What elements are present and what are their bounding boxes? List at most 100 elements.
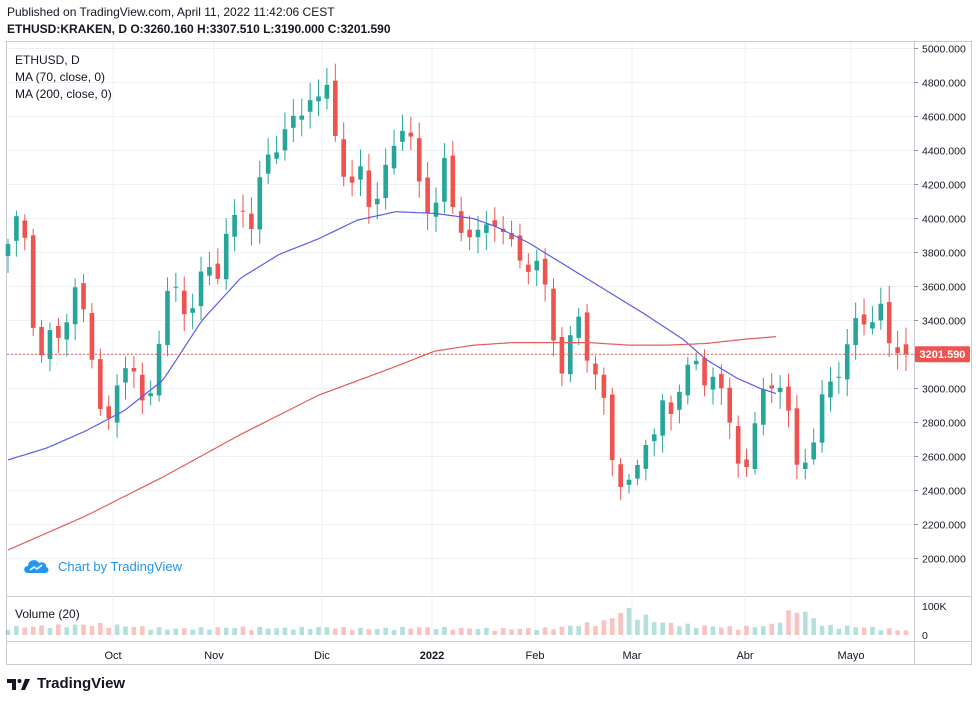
candle-body	[316, 96, 321, 102]
volume-bar	[492, 630, 498, 635]
candle	[383, 148, 388, 210]
volume-bar	[257, 626, 263, 635]
volume-bar	[635, 619, 640, 635]
volume-bar	[223, 627, 229, 635]
volume-bar	[14, 626, 19, 635]
tradingview-watermark[interactable]: Chart by TradingView	[22, 556, 182, 576]
candle-body	[618, 464, 623, 488]
published-header: Published on TradingView.com, April 11, …	[7, 5, 335, 19]
volume-bar	[274, 628, 279, 635]
candle-body	[517, 235, 523, 261]
candle-body	[215, 263, 221, 279]
candle	[30, 228, 36, 336]
volume-bar	[81, 624, 86, 635]
volume-bar	[215, 627, 221, 635]
candle-body	[626, 479, 632, 485]
candle	[526, 253, 531, 285]
candle-body	[903, 344, 909, 355]
volume-bar	[903, 630, 909, 635]
svg-text:3201.590: 3201.590	[920, 349, 966, 361]
candle-body	[240, 210, 246, 212]
volume-bar	[316, 627, 321, 635]
candle-body	[358, 166, 363, 180]
tradingview-logo[interactable]: TradingView	[7, 675, 125, 692]
candle	[685, 356, 691, 405]
candle	[651, 428, 657, 457]
ma70-line	[7, 211, 777, 461]
volume-bar	[777, 622, 783, 635]
candle	[710, 367, 716, 405]
volume-bar	[265, 628, 271, 635]
candles	[5, 63, 909, 501]
candle-body	[609, 394, 615, 461]
volume-bar	[735, 629, 741, 635]
volume-bar	[668, 622, 674, 635]
volume-bar	[811, 618, 816, 635]
volume-bar	[727, 626, 733, 635]
candle	[98, 348, 103, 416]
candle-body	[777, 387, 783, 393]
candle	[416, 122, 422, 198]
volume-bar	[526, 628, 531, 635]
candle-body	[307, 100, 313, 112]
candle	[299, 98, 305, 137]
candle-body	[383, 164, 388, 199]
volume-bar	[593, 626, 598, 635]
volume-tick-label: 100K	[922, 601, 947, 613]
volume-bar	[232, 628, 237, 635]
volume-bar	[5, 629, 11, 635]
last-price-label: 3201.590	[915, 346, 970, 363]
candle	[475, 216, 481, 254]
volume-legend: Volume (20)	[15, 607, 80, 621]
candle	[895, 330, 900, 370]
volume-bar	[207, 629, 212, 635]
candle	[198, 256, 204, 321]
volume-bar	[626, 608, 632, 635]
volume-bar	[794, 612, 800, 635]
candle	[693, 352, 699, 371]
candle	[89, 303, 95, 369]
candle	[551, 278, 556, 357]
candle-body	[819, 394, 825, 443]
volume-bar	[895, 630, 900, 635]
candle	[425, 162, 430, 230]
chart-legend: ETHUSD, D MA (70, close, 0) MA (200, clo…	[15, 52, 112, 103]
candle-body	[299, 115, 305, 120]
price-tick-label: 3000.000	[922, 384, 966, 396]
candle	[5, 238, 11, 273]
candle	[282, 112, 288, 161]
candle-body	[123, 368, 128, 383]
candle	[114, 374, 120, 438]
volume-axis: 100K 0	[922, 601, 947, 642]
candle	[542, 248, 548, 302]
price-tick-label: 4200.000	[922, 180, 966, 192]
volume-bar	[30, 626, 36, 635]
volume-bar	[442, 626, 447, 635]
volume-bar	[467, 628, 472, 635]
candle	[517, 223, 523, 269]
volume-bar	[517, 628, 523, 635]
candle	[190, 293, 195, 330]
volume-bar	[181, 628, 187, 635]
volume-bar	[156, 627, 162, 635]
candle-body	[853, 318, 858, 346]
volume-bar	[551, 629, 556, 635]
time-tick-label: Dic	[314, 650, 330, 662]
volume-bar	[391, 630, 397, 635]
price-tick-label: 4400.000	[922, 146, 966, 158]
volume-bar	[358, 627, 363, 635]
volume-bar	[584, 622, 590, 635]
candle-body	[727, 387, 733, 423]
candle-body	[861, 314, 867, 325]
volume-bar	[240, 626, 246, 635]
candle-body	[685, 364, 691, 396]
candle-body	[190, 308, 195, 313]
volume-bar	[769, 623, 775, 635]
candle	[735, 415, 741, 478]
volume-bar	[458, 627, 464, 635]
candle	[22, 214, 28, 251]
candle	[181, 276, 187, 332]
candle	[744, 448, 749, 477]
volume-bar	[534, 630, 540, 635]
